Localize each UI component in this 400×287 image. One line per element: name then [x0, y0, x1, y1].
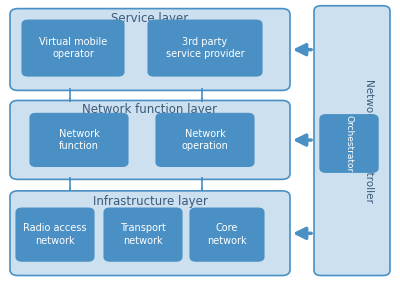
FancyBboxPatch shape [148, 20, 262, 76]
Text: 3rd party
service provider: 3rd party service provider [166, 37, 244, 59]
Text: Network
function: Network function [59, 129, 99, 151]
Text: Orchestrator: Orchestrator [344, 115, 354, 172]
FancyBboxPatch shape [190, 208, 264, 261]
FancyBboxPatch shape [156, 113, 254, 166]
Text: Virtual mobile
operator: Virtual mobile operator [39, 37, 107, 59]
FancyBboxPatch shape [30, 113, 128, 166]
FancyBboxPatch shape [314, 6, 390, 276]
FancyBboxPatch shape [16, 208, 94, 261]
Text: Network slice controller: Network slice controller [364, 79, 374, 203]
FancyBboxPatch shape [320, 115, 378, 172]
Text: Core
network: Core network [207, 223, 247, 246]
Text: Radio access
network: Radio access network [23, 223, 87, 246]
FancyBboxPatch shape [10, 100, 290, 179]
Text: Network
operation: Network operation [182, 129, 228, 151]
Text: Infrastructure layer: Infrastructure layer [92, 195, 208, 208]
Text: Transport
network: Transport network [120, 223, 166, 246]
FancyBboxPatch shape [22, 20, 124, 76]
Text: Service layer: Service layer [111, 12, 189, 25]
FancyBboxPatch shape [104, 208, 182, 261]
Text: Network function layer: Network function layer [82, 103, 218, 117]
FancyBboxPatch shape [10, 191, 290, 276]
FancyBboxPatch shape [10, 9, 290, 90]
